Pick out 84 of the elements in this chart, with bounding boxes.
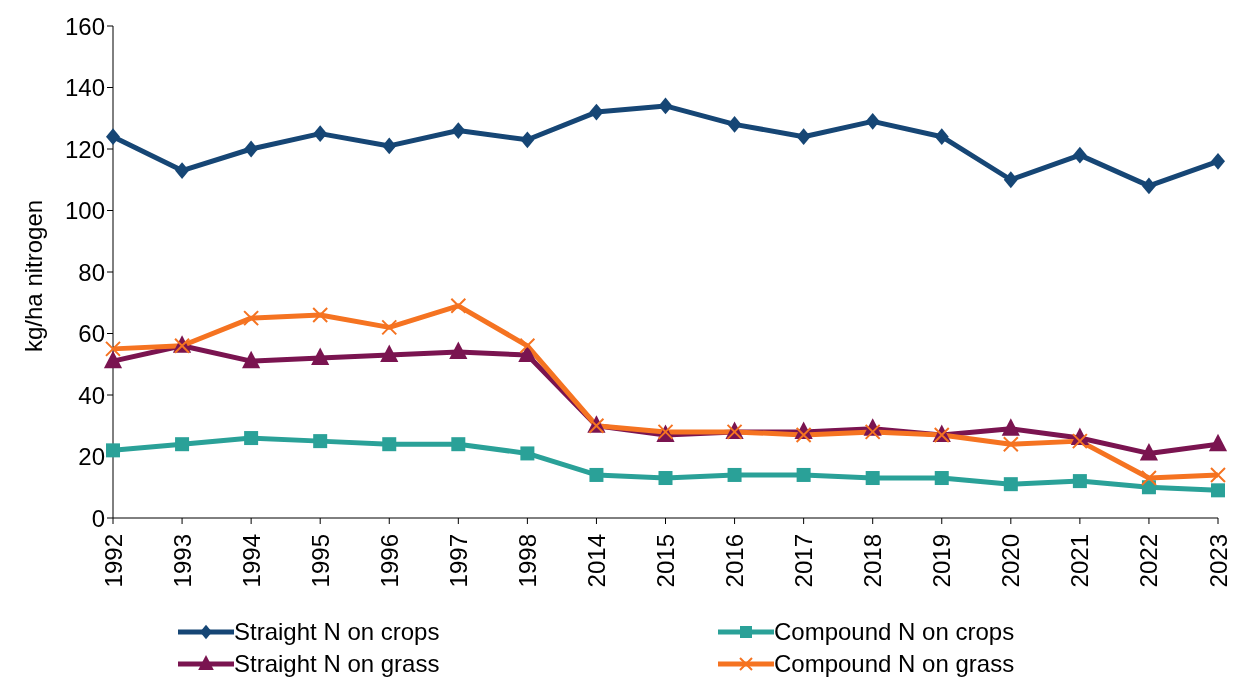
point: [449, 341, 468, 359]
x-tick-label: 2016: [721, 534, 749, 588]
x-tick-label: 2023: [1204, 534, 1232, 588]
x-tick-label: 2022: [1135, 534, 1163, 588]
point: [1211, 483, 1225, 498]
point: [243, 310, 260, 327]
point: [382, 137, 397, 155]
point: [1140, 470, 1157, 487]
point: [589, 103, 604, 121]
x-tick-label: 2019: [928, 534, 956, 588]
point: [1139, 442, 1159, 461]
point: [1141, 177, 1156, 195]
y-tick-label: 100: [64, 197, 105, 225]
y-tick-label: 20: [78, 443, 105, 471]
point: [934, 471, 949, 486]
point: [242, 350, 261, 369]
point: [1210, 466, 1226, 483]
point: [1208, 433, 1228, 452]
legend-label: Straight N on crops: [234, 618, 440, 646]
x-tick-label: 2018: [859, 534, 887, 588]
x-tick-label: 2020: [997, 534, 1025, 588]
y-tick-label: 60: [78, 320, 105, 348]
point: [381, 319, 398, 336]
y-tick-label: 140: [64, 74, 105, 102]
point: [865, 471, 880, 486]
x-tick-label: 2017: [790, 534, 818, 588]
legend-label: Compound N on grass: [774, 650, 1015, 678]
point: [795, 426, 812, 443]
point: [1072, 474, 1087, 489]
point: [1001, 418, 1020, 436]
point: [519, 337, 536, 354]
point: [175, 437, 190, 452]
point: [589, 467, 604, 482]
point: [451, 437, 466, 452]
y-tick-label: 40: [78, 381, 105, 409]
point: [244, 431, 259, 446]
point: [1071, 433, 1088, 450]
x-tick-label: 1996: [375, 534, 403, 588]
x-tick-label: 2014: [582, 534, 610, 588]
point: [796, 128, 811, 146]
x-tick-label: 1998: [513, 534, 541, 588]
y-axis-title: kg/ha nitrogen: [19, 199, 47, 352]
point: [244, 140, 259, 158]
point: [313, 434, 328, 449]
point: [727, 116, 742, 133]
point: [175, 162, 190, 179]
point: [658, 471, 673, 486]
point: [864, 423, 881, 440]
x-tick-label: 1997: [444, 534, 472, 588]
point: [1211, 152, 1225, 170]
point: [796, 467, 811, 482]
point: [451, 122, 466, 139]
point: [311, 347, 330, 366]
x-tick-label: 2021: [1066, 534, 1094, 588]
point: [658, 97, 673, 115]
point: [1072, 146, 1087, 164]
x-tick-label: 1995: [306, 534, 334, 588]
point: [313, 125, 328, 143]
point: [380, 344, 399, 363]
point: [106, 128, 120, 146]
point: [520, 446, 535, 461]
point: [103, 350, 123, 369]
y-tick-label: 120: [64, 135, 105, 163]
y-tick-label: 0: [91, 504, 105, 532]
x-tick-label: 1992: [99, 534, 127, 588]
point: [520, 131, 535, 149]
point: [934, 128, 949, 146]
legend-label: Straight N on grass: [234, 650, 440, 678]
x-tick-label: 1994: [237, 534, 265, 588]
x-tick-label: 2015: [652, 534, 679, 588]
point: [106, 443, 120, 458]
legend-label: Compound N on crops: [774, 618, 1015, 646]
point: [865, 112, 880, 130]
point: [1003, 477, 1018, 492]
point: [727, 467, 742, 482]
point: [1002, 436, 1019, 453]
point: [105, 340, 121, 357]
point: [1003, 171, 1018, 189]
y-tick-label: 80: [78, 258, 105, 286]
point: [382, 437, 397, 452]
x-tick-label: 1993: [168, 534, 196, 588]
point: [450, 297, 467, 314]
y-tick-label: 160: [64, 12, 105, 40]
point: [312, 307, 329, 324]
